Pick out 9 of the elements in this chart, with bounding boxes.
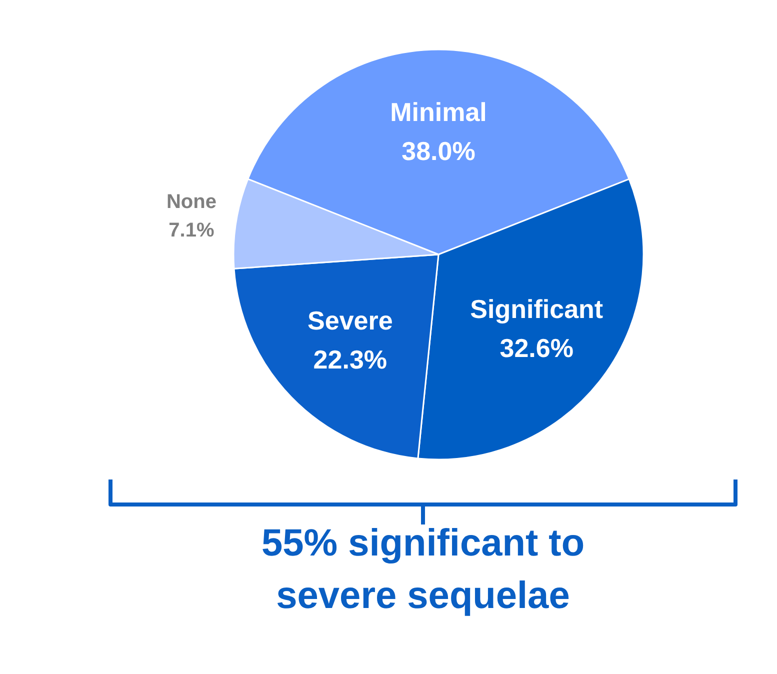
data-label: 38.0% [402,136,476,166]
slice-label: Severe [308,306,393,336]
data-label: 7.1% [168,219,214,242]
slice-label: None [166,190,216,213]
data-label: 22.3% [313,344,388,375]
text: 55% significant to severe sequelae [261,522,585,617]
slice-label: Minimal [390,97,487,127]
data-label: 32.6% [500,333,574,364]
slice-label: Significant [470,294,604,324]
